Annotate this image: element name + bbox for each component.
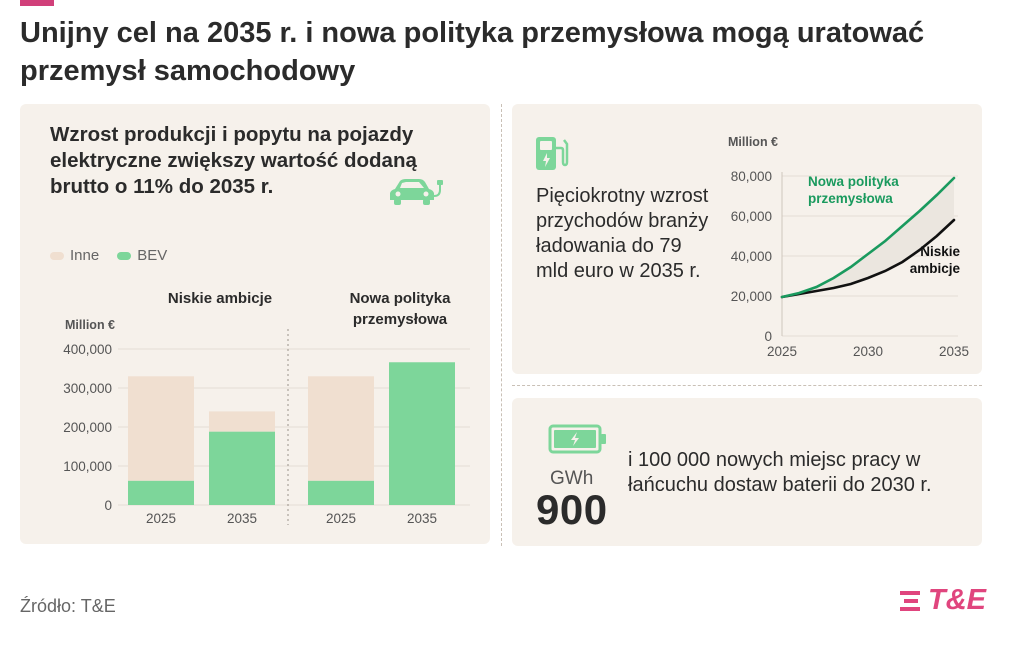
y-tick-label: 60,000 <box>731 209 772 224</box>
group-title: Nowa polityka <box>350 290 452 307</box>
bar-segment-bev <box>389 362 455 505</box>
bar-segment-bev <box>308 480 374 505</box>
legend-swatch-inne <box>50 251 64 260</box>
line-chart: Million € 0 20,000 40,000 60,000 80,000 2025 20… <box>728 135 969 359</box>
divider-horizontal <box>512 385 982 386</box>
line-series <box>780 218 956 299</box>
bar-segment-bev <box>209 431 275 505</box>
x-tick-label: 2025 <box>326 511 356 526</box>
legend-swatch-bev <box>117 251 132 260</box>
y-tick-label: 80,000 <box>731 169 772 184</box>
logo-text: T&E <box>928 584 986 616</box>
legend-item-bev: BEV <box>117 247 167 264</box>
x-tick-label: 2035 <box>227 511 257 526</box>
source-note: Źródło: T&E <box>20 596 116 616</box>
x-tick-label: 2035 <box>407 511 437 526</box>
y-axis-label: Million € <box>65 318 115 332</box>
chart-legend: Inne BEV <box>50 247 167 264</box>
line-series <box>780 176 956 299</box>
legend-label: Inne <box>70 247 100 264</box>
battery-value: 900 <box>536 486 608 533</box>
series-label: ambicje <box>910 261 961 276</box>
logo-stripes-icon <box>900 591 920 611</box>
accent-bar <box>20 0 54 6</box>
series-label: Nowa polityka <box>808 174 899 189</box>
bar-segment-bev <box>128 480 194 505</box>
panel-charging: Pięciokrotny wzrost przychodów branży ła… <box>512 104 982 374</box>
te-logo: T&E <box>898 582 1008 618</box>
divider-vertical <box>501 104 502 546</box>
y-tick-label: 20,000 <box>731 289 772 304</box>
y-tick-label: 100,000 <box>63 459 112 474</box>
y-tick-label: 0 <box>104 498 112 513</box>
panel-gva: Wzrost produkcji i popytu na pojazdy ele… <box>20 104 490 544</box>
group-title: Niskie ambicje <box>168 290 272 307</box>
electric-car-icon <box>390 179 443 205</box>
page-title: Unijny cel na 2035 r. i nowa polityka pr… <box>20 17 925 87</box>
battery-text: i 100 000 nowych miejsc pracy w łańcuchu… <box>628 449 932 496</box>
y-tick-label: 0 <box>764 329 772 344</box>
y-tick-label: 200,000 <box>63 420 112 435</box>
panel-heading: Wzrost produkcji i popytu na pojazdy ele… <box>50 123 417 198</box>
group-title: przemysłowa <box>353 311 448 328</box>
y-tick-label: 300,000 <box>63 381 112 396</box>
bar-segment-inne <box>209 411 275 432</box>
bar-chart: Million € Niskie ambicje Nowa polityka prze… <box>63 290 470 526</box>
panel-battery: GWh 900 i 100 000 nowych miejsc pracy w … <box>512 398 982 546</box>
charging-text: Pięciokrotny wzrost przychodów branży ła… <box>536 185 709 282</box>
battery-unit: GWh <box>550 468 594 489</box>
x-tick-label: 2035 <box>939 344 969 359</box>
x-tick-label: 2025 <box>767 344 797 359</box>
x-tick-label: 2025 <box>146 511 176 526</box>
bar-segment-inne <box>128 376 194 481</box>
battery-icon <box>548 424 606 454</box>
area-between-series <box>782 178 954 297</box>
y-tick-label: 400,000 <box>63 342 112 357</box>
series-label: przemysłowa <box>808 191 893 206</box>
legend-label: BEV <box>137 247 168 264</box>
y-axis-label: Million € <box>728 135 778 149</box>
legend-item-inne: Inne <box>50 247 99 264</box>
charging-station-icon <box>536 137 569 170</box>
bar-segment-inne <box>308 376 374 481</box>
y-tick-label: 40,000 <box>731 249 772 264</box>
series-label: Niskie <box>920 244 960 259</box>
x-tick-label: 2030 <box>853 344 883 359</box>
